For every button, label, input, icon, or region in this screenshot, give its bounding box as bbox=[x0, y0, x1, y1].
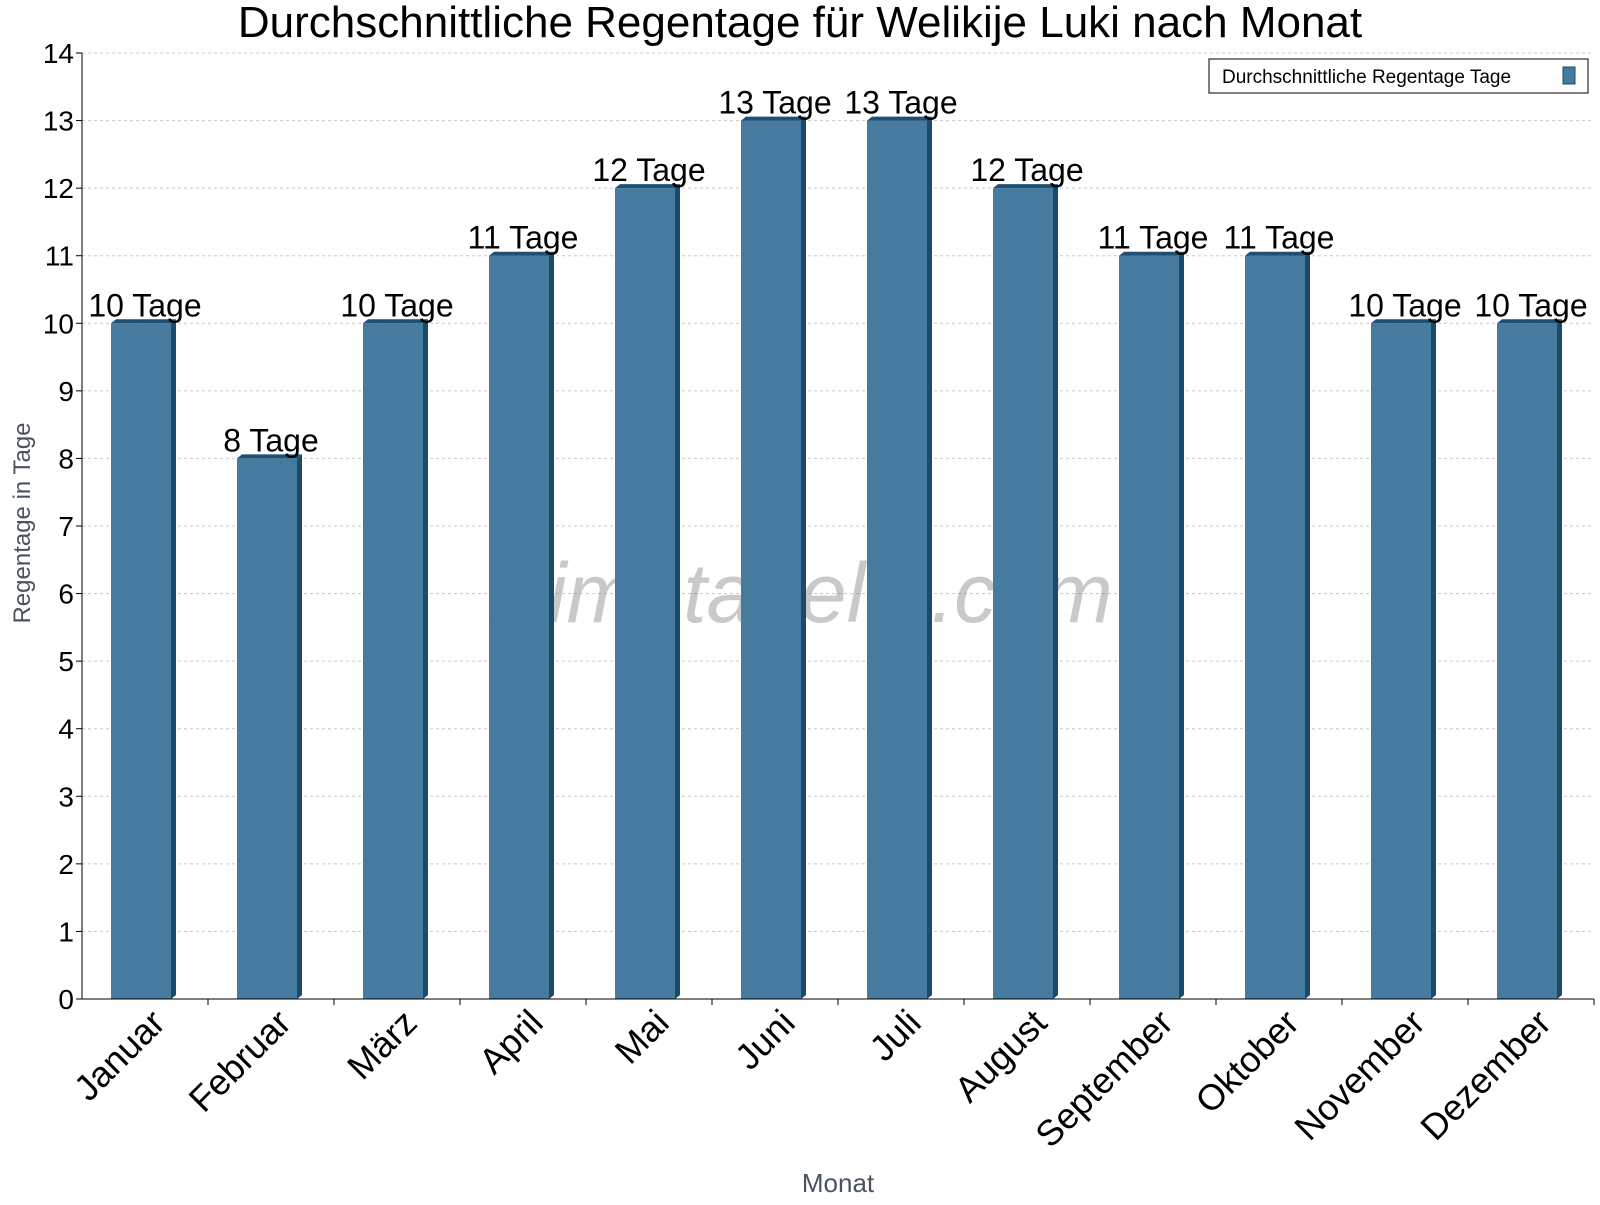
y-tick-label: 4 bbox=[58, 714, 74, 745]
data-label: 11 Tage bbox=[468, 220, 579, 256]
bar-side bbox=[171, 319, 176, 999]
bar bbox=[1119, 255, 1179, 999]
y-tick-label: 14 bbox=[43, 38, 74, 69]
x-tick-label: November bbox=[1286, 1002, 1432, 1148]
x-tick-label: Mai bbox=[607, 1002, 677, 1072]
data-label: 13 Tage bbox=[844, 85, 957, 121]
x-tick-label: Januar bbox=[66, 1002, 173, 1109]
y-tick-label: 0 bbox=[58, 984, 74, 1015]
bar-top bbox=[1371, 319, 1436, 324]
bar-side bbox=[1557, 319, 1562, 999]
bar-side bbox=[801, 116, 806, 1000]
x-tick-label: Dezember bbox=[1412, 1002, 1558, 1148]
y-tick-label: 8 bbox=[58, 443, 74, 474]
bar-side bbox=[675, 184, 680, 1000]
legend-box bbox=[1208, 58, 1589, 94]
data-label: 11 Tage bbox=[1098, 220, 1209, 256]
bar-side bbox=[1179, 251, 1184, 999]
y-axis-label: Regentage in Tage bbox=[9, 422, 36, 623]
data-label: 10 Tage bbox=[1348, 287, 1461, 323]
data-label: 10 Tage bbox=[1474, 287, 1587, 323]
y-tick-label: 7 bbox=[58, 511, 74, 542]
bar-side bbox=[1305, 251, 1310, 999]
bar-top bbox=[111, 319, 176, 324]
bar-top bbox=[237, 454, 302, 459]
legend: Durchschnittliche Regentage Tage bbox=[1208, 58, 1589, 94]
y-tick-label: 12 bbox=[43, 173, 74, 204]
bar-top bbox=[615, 184, 680, 189]
legend-swatch bbox=[1562, 66, 1576, 85]
grid-lines bbox=[82, 52, 1594, 932]
bar-top bbox=[993, 184, 1058, 189]
bar-top bbox=[1245, 251, 1310, 256]
y-tick-label: 3 bbox=[58, 781, 74, 812]
bar bbox=[237, 458, 297, 999]
x-tick-label: Juli bbox=[861, 1002, 928, 1069]
y-tick-label: 5 bbox=[58, 646, 74, 677]
bar-side bbox=[927, 116, 932, 1000]
y-tick-label: 2 bbox=[58, 849, 74, 880]
bar-top bbox=[1119, 251, 1184, 256]
data-label: 10 Tage bbox=[340, 287, 453, 323]
data-label: 13 Tage bbox=[718, 85, 831, 121]
x-tick-label: Februar bbox=[181, 1002, 299, 1120]
data-label: 8 Tage bbox=[223, 422, 319, 458]
bar-top bbox=[867, 116, 932, 121]
x-tick-label: September bbox=[1027, 1002, 1181, 1156]
bar-side bbox=[1431, 319, 1436, 999]
bar-top bbox=[741, 116, 806, 121]
bar bbox=[993, 188, 1053, 1000]
bar bbox=[111, 323, 171, 999]
bar-side bbox=[297, 454, 302, 999]
data-label: 11 Tage bbox=[1224, 220, 1335, 256]
x-axis-label: Monat bbox=[802, 1168, 875, 1198]
bar bbox=[363, 323, 423, 999]
x-tick-label: Oktober bbox=[1187, 1002, 1307, 1122]
data-label: 12 Tage bbox=[592, 152, 705, 188]
data-label: 10 Tage bbox=[88, 287, 201, 323]
y-tick-label: 10 bbox=[43, 308, 74, 339]
bar bbox=[867, 120, 927, 1000]
bar-top bbox=[363, 319, 428, 324]
y-tick-label: 6 bbox=[58, 579, 74, 610]
y-tick-label: 13 bbox=[43, 106, 74, 137]
bar-side bbox=[549, 251, 554, 999]
bar bbox=[489, 255, 549, 999]
y-tick-label: 1 bbox=[58, 916, 74, 947]
x-tick-label: April bbox=[471, 1002, 551, 1082]
bar bbox=[1245, 255, 1305, 999]
bar-top bbox=[489, 251, 554, 256]
x-tick-label: März bbox=[339, 1002, 425, 1088]
y-tick-label: 11 bbox=[45, 241, 74, 272]
bar bbox=[615, 188, 675, 1000]
y-tick-label: 9 bbox=[58, 376, 74, 407]
bar bbox=[1371, 323, 1431, 999]
chart-title: Durchschnittliche Regentage für Welikije… bbox=[238, 0, 1362, 47]
x-tick-label: Juni bbox=[727, 1002, 803, 1078]
x-tick-label: August bbox=[946, 1002, 1054, 1110]
bar bbox=[741, 120, 801, 1000]
bar bbox=[1497, 323, 1557, 999]
legend-label: Durchschnittliche Regentage Tage bbox=[1222, 67, 1511, 88]
bars bbox=[111, 116, 1562, 1000]
bar-top bbox=[1497, 319, 1562, 324]
data-label: 12 Tage bbox=[970, 152, 1083, 188]
bar-side bbox=[1053, 184, 1058, 1000]
bar-side bbox=[423, 319, 428, 999]
